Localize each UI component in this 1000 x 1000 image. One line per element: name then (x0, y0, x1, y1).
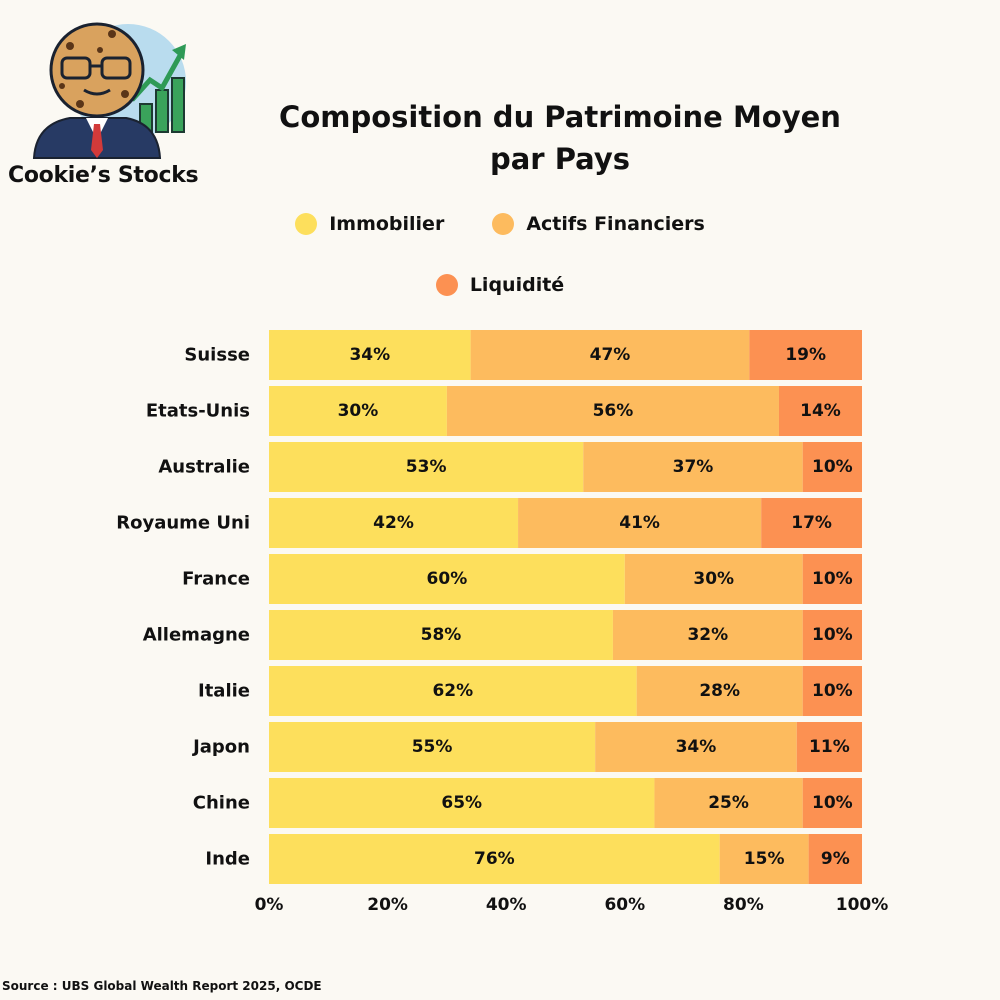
x-tick-label: 0% (255, 895, 284, 915)
bar-segment-allemagne-actifs-financiers (612, 610, 803, 660)
data-label-france-actifs-financiers: 30% (693, 569, 734, 589)
legend-label: Actifs Financiers (526, 213, 705, 235)
x-tick-label: 60% (604, 895, 645, 915)
legend-item-liquidite: Liquidité (435, 274, 565, 296)
category-label-etats-unis: Etats-Unis (146, 401, 250, 422)
legend-label: Liquidité (469, 274, 565, 296)
legend-label: Immobilier (329, 213, 445, 235)
data-label-suisse-liquidite: 19% (785, 345, 826, 365)
legend-row: Immobilier Actifs Financiers (0, 213, 1000, 235)
bar-segment-inde-actifs-financiers (719, 834, 809, 884)
x-tick-label: 20% (367, 895, 408, 915)
bar-segment-italie-liquidite (802, 666, 862, 716)
x-tick-label: 100% (836, 895, 889, 915)
bar-segment-inde-immobilier (269, 834, 720, 884)
brand-name: Cookie’s Stocks (8, 163, 199, 188)
data-label-chine-immobilier: 65% (441, 793, 482, 813)
category-label-suisse: Suisse (184, 345, 250, 366)
data-label-etats-unis-immobilier: 30% (338, 401, 379, 421)
bar-segment-suisse-liquidite (749, 330, 862, 380)
data-label-italie-liquidite: 10% (812, 681, 853, 701)
category-label-japon: Japon (191, 737, 250, 758)
bar-segment-japon-immobilier (269, 722, 596, 772)
bar-segment-france-liquidite (802, 554, 862, 604)
data-label-royaume-uni-liquidite: 17% (791, 513, 832, 533)
bar-segment-italie-actifs-financiers (636, 666, 803, 716)
data-label-inde-liquidite: 9% (821, 849, 850, 869)
bar-segment-japon-liquidite (796, 722, 862, 772)
source-note: Source : UBS Global Wealth Report 2025, … (2, 979, 322, 993)
data-label-japon-actifs-financiers: 34% (676, 737, 717, 757)
category-label-chine: Chine (193, 793, 250, 814)
bar-segment-inde-liquidite (808, 834, 862, 884)
data-label-chine-liquidite: 10% (812, 793, 853, 813)
category-label-allemagne: Allemagne (143, 625, 250, 646)
category-label-inde: Inde (205, 849, 250, 870)
data-label-japon-immobilier: 55% (412, 737, 453, 757)
data-label-france-liquidite: 10% (812, 569, 853, 589)
data-label-japon-liquidite: 11% (809, 737, 850, 757)
legend-item-immobilier: Immobilier (295, 213, 444, 235)
data-label-france-immobilier: 60% (427, 569, 468, 589)
legend-row: Liquidité (0, 274, 1000, 296)
data-label-chine-actifs-financiers: 25% (708, 793, 749, 813)
legend-swatch-liquidite (435, 274, 458, 296)
bar-segment-royaume-uni-liquidite (761, 498, 862, 548)
data-label-suisse-immobilier: 34% (349, 345, 390, 365)
bar-segment-etats-unis-liquidite (778, 386, 862, 436)
bar-segment-royaume-uni-actifs-financiers (518, 498, 762, 548)
legend-swatch-actifs-financiers (492, 213, 515, 235)
data-label-italie-actifs-financiers: 28% (699, 681, 740, 701)
legend-item-actifs-financiers: Actifs Financiers (492, 213, 705, 235)
data-label-australie-actifs-financiers: 37% (673, 457, 714, 477)
bar-segment-chine-actifs-financiers (654, 778, 803, 828)
data-label-suisse-actifs-financiers: 47% (590, 345, 631, 365)
cookie-logo (32, 22, 186, 159)
data-label-inde-actifs-financiers: 15% (744, 849, 785, 869)
data-label-royaume-uni-immobilier: 42% (373, 513, 414, 533)
category-label-italie: Italie (198, 681, 250, 702)
chart-title-line: Composition du Patrimoine Moyen (279, 100, 841, 134)
bar-segment-allemagne-liquidite (802, 610, 862, 660)
bar-segment-france-immobilier (269, 554, 625, 604)
bar-segment-australie-actifs-financiers (583, 442, 803, 492)
data-label-australie-immobilier: 53% (406, 457, 447, 477)
data-label-etats-unis-actifs-financiers: 56% (593, 401, 634, 421)
bar-segment-australie-immobilier (269, 442, 584, 492)
chart-title-line: par Pays (489, 142, 631, 176)
bar-segment-australie-liquidite (802, 442, 862, 492)
legend-swatch-immobilier (295, 213, 318, 235)
bar-segment-france-actifs-financiers (624, 554, 803, 604)
data-label-allemagne-actifs-financiers: 32% (687, 625, 728, 645)
data-label-etats-unis-liquidite: 14% (800, 401, 841, 421)
category-label-royaume-uni: Royaume Uni (116, 513, 250, 534)
data-label-inde-immobilier: 76% (474, 849, 515, 869)
bar-segment-etats-unis-actifs-financiers (446, 386, 779, 436)
bar-segment-suisse-actifs-financiers (470, 330, 750, 380)
category-label-australie: Australie (158, 457, 250, 478)
x-tick-label: 40% (486, 895, 527, 915)
bar-segment-royaume-uni-immobilier (269, 498, 519, 548)
bar-segment-japon-actifs-financiers (595, 722, 797, 772)
bar-segment-etats-unis-immobilier (269, 386, 447, 436)
chart-title: Composition du Patrimoine Moyen par Pays (260, 96, 860, 180)
bar-segment-chine-immobilier (269, 778, 655, 828)
bar-segment-italie-immobilier (269, 666, 637, 716)
bar-segment-allemagne-immobilier (269, 610, 613, 660)
bar-segment-suisse-immobilier (269, 330, 471, 380)
data-label-royaume-uni-actifs-financiers: 41% (619, 513, 660, 533)
data-label-australie-liquidite: 10% (812, 457, 853, 477)
data-label-allemagne-immobilier: 58% (421, 625, 462, 645)
data-label-italie-immobilier: 62% (432, 681, 473, 701)
x-tick-label: 80% (723, 895, 764, 915)
data-label-allemagne-liquidite: 10% (812, 625, 853, 645)
category-label-france: France (182, 569, 250, 590)
bar-segment-chine-liquidite (802, 778, 862, 828)
